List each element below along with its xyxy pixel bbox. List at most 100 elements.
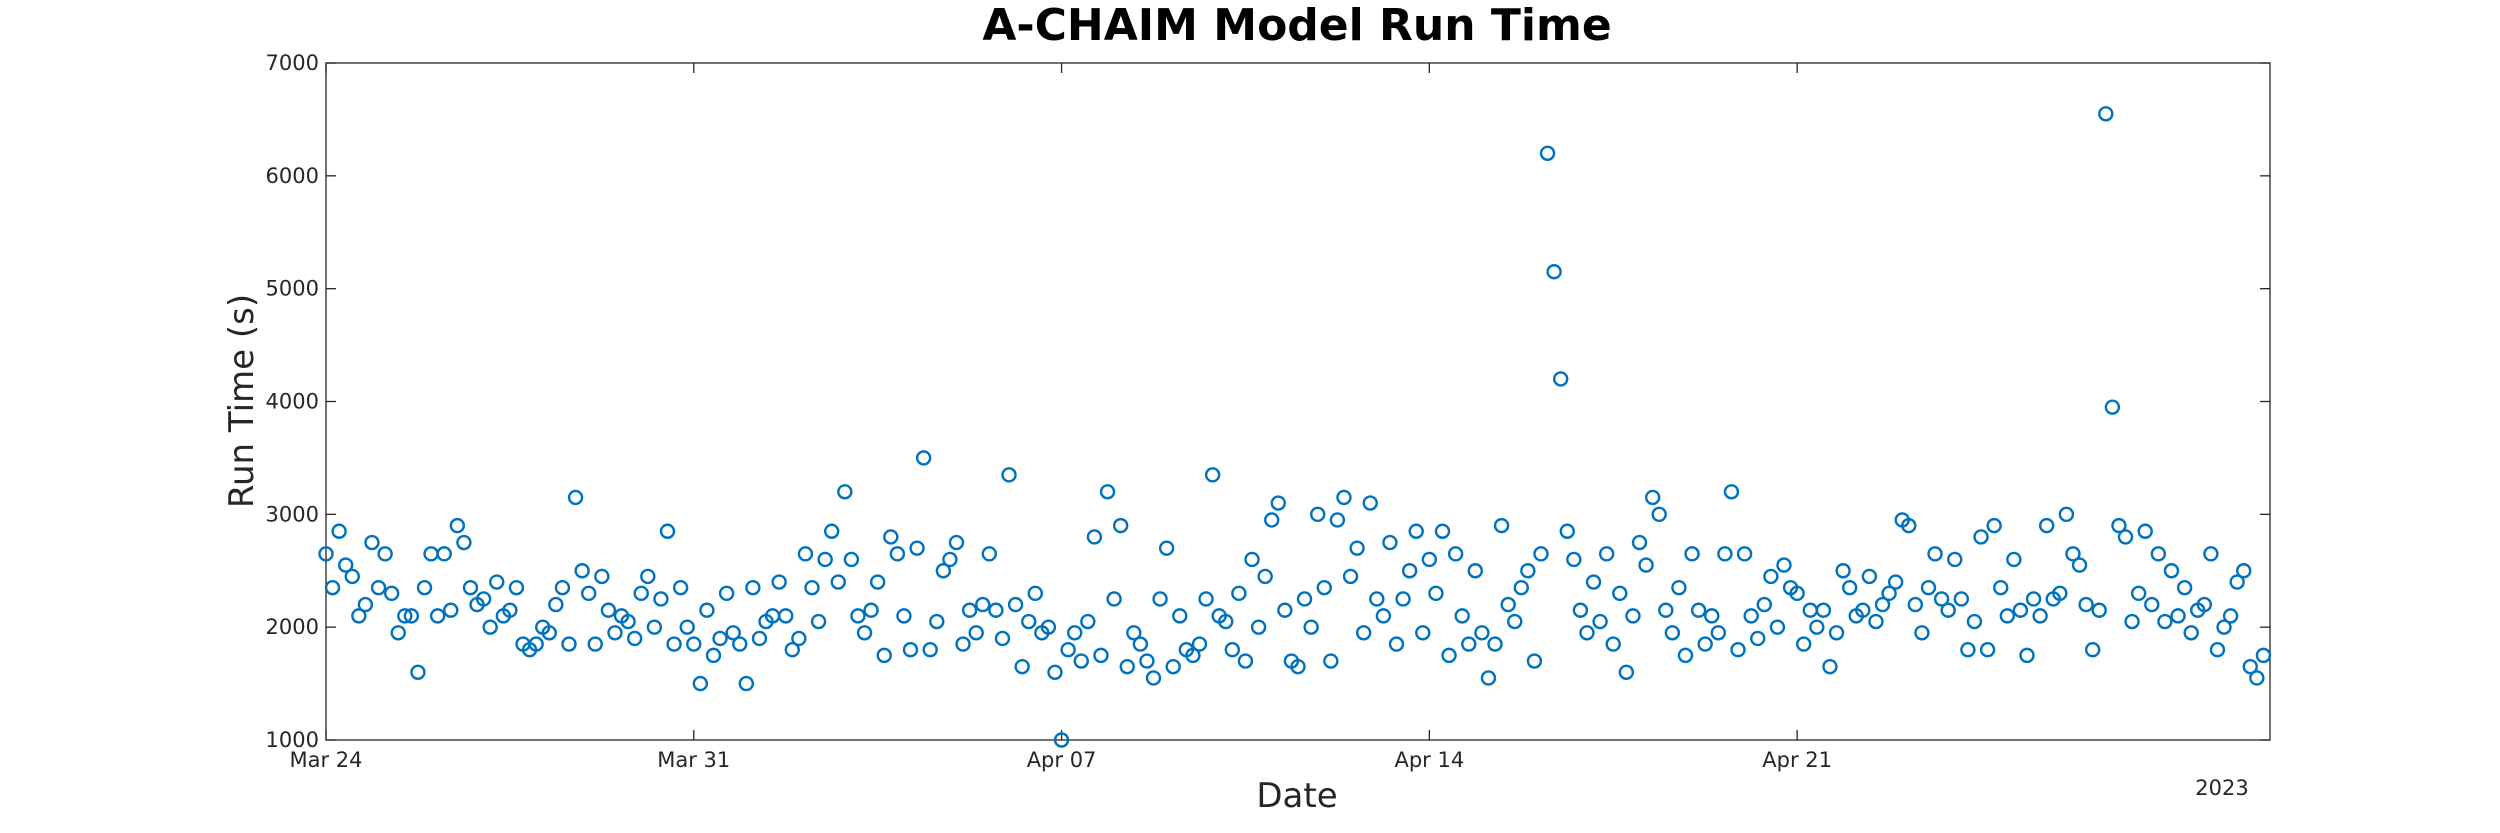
data-point <box>364 534 380 551</box>
data-point <box>1329 512 1346 528</box>
data-point <box>850 608 866 624</box>
data-point <box>1605 636 1621 652</box>
data-point <box>1684 546 1700 562</box>
data-point <box>1336 489 1352 506</box>
data-point <box>2098 106 2114 122</box>
data-point <box>1099 484 1116 500</box>
data-point <box>1914 625 1930 641</box>
x-axis-year-label: 2023 <box>2195 776 2248 800</box>
data-point <box>1644 489 1661 506</box>
data-point <box>843 551 860 568</box>
data-point <box>462 579 479 596</box>
data-point <box>561 636 577 652</box>
data-point <box>2236 563 2252 579</box>
data-point <box>397 608 413 624</box>
data-point <box>1224 642 1241 658</box>
data-point <box>1152 591 1168 607</box>
data-point <box>640 568 656 585</box>
data-point <box>1145 670 1162 686</box>
data-point <box>1901 517 1917 534</box>
data-point <box>528 636 544 652</box>
data-point <box>2242 658 2258 675</box>
data-point <box>1690 602 1707 618</box>
data-point <box>1040 619 1057 635</box>
data-point <box>1520 563 1536 579</box>
data-point <box>2249 670 2265 686</box>
data-point <box>883 529 899 545</box>
data-point <box>856 625 873 641</box>
data-point <box>797 546 814 562</box>
data-point <box>1218 613 1234 630</box>
data-point <box>1369 591 1385 607</box>
data-point <box>2203 546 2219 562</box>
data-point <box>324 579 341 596</box>
data-point <box>1658 602 1674 618</box>
data-point <box>666 636 682 652</box>
data-point <box>2065 546 2081 562</box>
data-point <box>587 636 603 652</box>
data-point <box>1382 534 1398 551</box>
data-point <box>1119 658 1135 675</box>
data-point <box>2183 625 2199 641</box>
data-point <box>1802 602 1818 618</box>
data-point <box>1566 551 1582 568</box>
data-point <box>1710 625 1727 641</box>
data-point <box>1500 596 1516 613</box>
data-point <box>344 568 360 585</box>
data-point <box>896 608 912 624</box>
data-point <box>581 585 597 602</box>
data-point <box>1960 642 1976 658</box>
data-point <box>1303 619 1319 635</box>
data-point <box>830 574 846 590</box>
data-point <box>1651 506 1667 523</box>
data-point <box>357 596 374 613</box>
data-point <box>1947 551 1963 568</box>
data-point <box>2006 551 2022 568</box>
data-point <box>1001 467 1017 483</box>
data-point <box>1861 568 1878 585</box>
data-point <box>1769 619 1786 635</box>
data-point <box>1112 517 1129 534</box>
data-point <box>863 602 879 618</box>
data-point <box>2255 647 2272 664</box>
data-point <box>876 647 892 664</box>
data-point <box>1231 585 1247 602</box>
data-point <box>2052 585 2068 602</box>
data-point <box>1493 517 1510 534</box>
data-point <box>2078 596 2094 613</box>
data-point <box>1362 495 1378 511</box>
data-point <box>1428 585 1444 602</box>
data-point <box>2019 647 2035 664</box>
data-point <box>1664 625 1681 641</box>
data-point <box>975 596 991 613</box>
data-point <box>607 625 623 641</box>
data-point <box>416 579 433 596</box>
data-point <box>1467 563 1484 579</box>
data-point <box>1585 574 1602 590</box>
data-point <box>423 546 439 562</box>
data-point <box>1809 619 1825 635</box>
data-point <box>1973 529 1989 545</box>
data-point <box>1257 568 1273 585</box>
data-point <box>594 568 610 585</box>
data-point <box>429 608 446 624</box>
data-point <box>1461 636 1477 652</box>
data-point <box>1671 579 1687 596</box>
data-point <box>2084 642 2101 658</box>
data-point <box>1093 647 1109 664</box>
data-point <box>1750 630 1766 647</box>
data-point <box>869 574 886 590</box>
data-point <box>1007 596 1024 613</box>
data-point <box>1868 613 1884 630</box>
data-point <box>1796 636 1812 652</box>
data-point <box>2130 585 2147 602</box>
data-point <box>1986 517 2002 534</box>
data-point <box>2216 619 2232 635</box>
data-point <box>1073 653 1089 669</box>
data-point <box>1993 579 2009 596</box>
data-point <box>1598 546 1615 562</box>
data-point <box>679 619 695 635</box>
data-point <box>1060 642 1076 658</box>
data-point <box>1697 636 1713 652</box>
data-point <box>961 602 978 618</box>
